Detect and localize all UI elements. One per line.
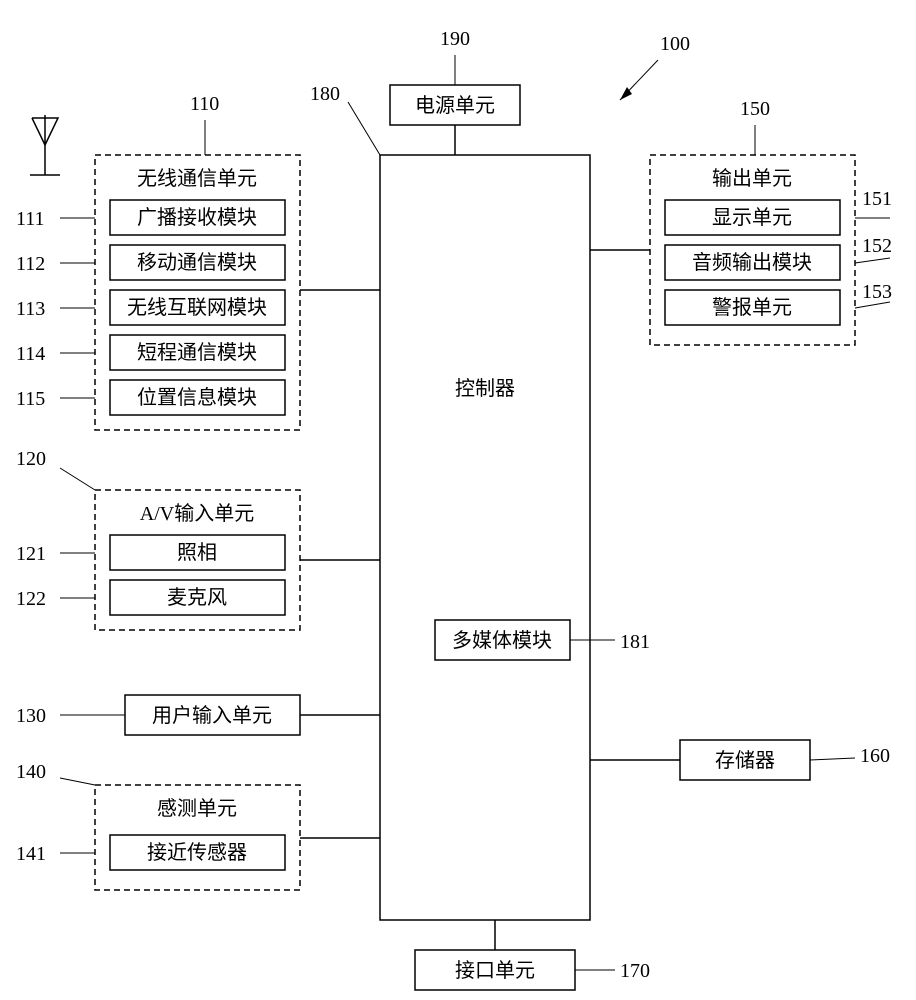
- memory-label: 存储器: [715, 749, 775, 772]
- interface-label: 接口单元: [455, 959, 535, 982]
- num-141: 141: [16, 843, 46, 865]
- num-190: 190: [440, 28, 470, 50]
- wireless-title: 无线通信单元: [137, 167, 257, 190]
- num-115: 115: [16, 388, 45, 410]
- display-label: 显示单元: [712, 206, 792, 229]
- num-180: 180: [310, 83, 340, 105]
- num-170: 170: [620, 960, 650, 982]
- num-150: 150: [740, 98, 770, 120]
- num-160: 160: [860, 745, 890, 767]
- num-110: 110: [190, 93, 219, 115]
- num-111: 111: [16, 208, 45, 230]
- num-140: 140: [16, 761, 46, 783]
- controller-label: 控制器: [455, 377, 515, 400]
- sensing-title: 感测单元: [157, 797, 237, 820]
- controller-box: [380, 155, 590, 920]
- num-120: 120: [16, 448, 46, 470]
- alarm-label: 警报单元: [712, 296, 792, 319]
- lead-120: [60, 468, 95, 490]
- num-181: 181: [620, 631, 650, 653]
- mic-label: 麦克风: [167, 586, 227, 609]
- num-112: 112: [16, 253, 45, 275]
- av-title: A/V输入单元: [140, 502, 254, 525]
- lead-160: [810, 758, 855, 760]
- location-label: 位置信息模块: [137, 386, 257, 409]
- userinput-label: 用户输入单元: [152, 704, 272, 727]
- mobile-label: 移动通信模块: [137, 251, 257, 274]
- lead-152: [855, 258, 890, 263]
- output-title: 输出单元: [712, 167, 792, 190]
- num-130: 130: [16, 705, 46, 727]
- num-121: 121: [16, 543, 46, 565]
- num-153: 153: [862, 281, 892, 303]
- antenna-icon: [30, 115, 60, 175]
- num-114: 114: [16, 343, 45, 365]
- camera-label: 照相: [177, 541, 217, 564]
- lead-140: [60, 778, 95, 785]
- shortrange-label: 短程通信模块: [137, 341, 257, 364]
- num-152: 152: [862, 235, 892, 257]
- proximity-label: 接近传感器: [147, 841, 247, 864]
- block-diagram: 控制器 多媒体模块 181 电源单元 190 100 180 无线通信单元 11…: [0, 0, 916, 1000]
- num-100: 100: [660, 33, 690, 55]
- num-151: 151: [862, 188, 892, 210]
- audioout-label: 音频输出模块: [692, 251, 812, 274]
- num-122: 122: [16, 588, 46, 610]
- lead-180: [348, 102, 380, 155]
- multimedia-label: 多媒体模块: [452, 629, 552, 652]
- power-label: 电源单元: [415, 94, 495, 117]
- broadcast-label: 广播接收模块: [137, 206, 257, 229]
- wifi-label: 无线互联网模块: [127, 296, 267, 319]
- num-113: 113: [16, 298, 45, 320]
